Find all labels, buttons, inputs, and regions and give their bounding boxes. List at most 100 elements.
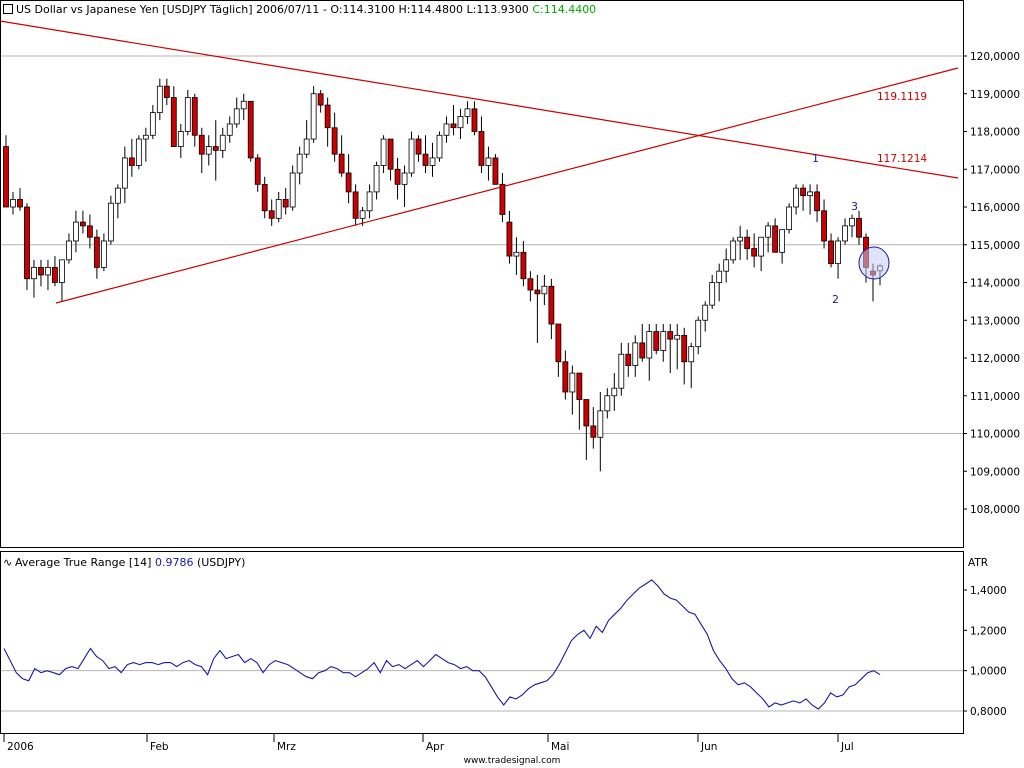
candle: [373, 165, 380, 193]
candle: [464, 108, 471, 117]
candle: [695, 319, 702, 348]
price-axis: 108,0000 109,0000 110,0000 111,0000 112,0000…: [963, 51, 1020, 516]
candle: [331, 127, 338, 155]
wave-label-2: 2: [832, 293, 839, 306]
candle: [394, 168, 401, 185]
price-tick-label: 117,0000: [970, 164, 1020, 176]
month-label: Mrz: [277, 741, 296, 753]
month-label: Jun: [700, 741, 717, 753]
candle: [583, 399, 590, 427]
candle: [457, 116, 464, 129]
atr-value: 0.9786: [154, 556, 194, 569]
trendline-label-rising: 119.1119: [877, 91, 927, 103]
atr-grid: [1, 670, 963, 712]
candle: [548, 285, 555, 325]
wave-label-1: 1: [812, 152, 819, 165]
price-chart-title: US Dollar vs Japanese Yen [USDJPY Täglic…: [16, 3, 529, 16]
candle: [93, 236, 100, 268]
candle: [632, 342, 639, 366]
candle: [688, 346, 695, 363]
candle: [380, 138, 387, 166]
price-tick-label: 113,0000: [970, 315, 1020, 327]
wave-label-3: 3: [851, 200, 858, 213]
candle: [807, 191, 813, 197]
candle: [653, 331, 660, 351]
candle: [716, 270, 723, 283]
candle: [646, 331, 653, 359]
candle: [170, 97, 177, 148]
candle: [401, 172, 408, 185]
candle: [31, 266, 37, 280]
candle: [702, 304, 709, 321]
price-tick-label: 112,0000: [970, 353, 1020, 365]
price-tick-label: 118,0000: [970, 127, 1020, 139]
candle: [758, 236, 765, 257]
candle: [45, 266, 51, 276]
lower-trendline: [55, 67, 959, 304]
candle: [121, 157, 128, 189]
candle: [135, 138, 142, 166]
candle: [478, 131, 485, 166]
candle: [149, 112, 156, 136]
candle: [87, 225, 93, 238]
candle: [639, 342, 646, 359]
candle: [485, 157, 492, 166]
candle: [66, 240, 72, 261]
atr-symbol: (USDJPY): [196, 556, 246, 569]
atr-axis: 0,8000 1,0000 1,2000 1,4000: [963, 585, 1007, 718]
candle: [415, 138, 422, 155]
candle: [856, 217, 862, 238]
candle: [268, 210, 275, 219]
candle: [835, 240, 841, 265]
candle: [674, 334, 681, 340]
candle: [205, 146, 212, 155]
candle: [681, 334, 688, 363]
atr-icon: ∿: [3, 556, 13, 569]
footer-watermark: www.tradesignal.com: [463, 756, 561, 766]
candle: [142, 134, 149, 140]
candle: [338, 153, 345, 174]
candle: [114, 187, 121, 204]
atr-axis-title: ATR: [968, 557, 988, 569]
candle: [191, 97, 198, 136]
candle: [667, 331, 674, 340]
candle: [541, 285, 548, 295]
candle: [765, 225, 772, 238]
price-tick-label: 108,0000: [970, 504, 1020, 516]
candle: [492, 157, 499, 185]
price-tick-label: 119,0000: [970, 89, 1020, 101]
atr-tick-label: 0,8000: [970, 706, 1007, 718]
candle: [611, 387, 618, 397]
candle: [422, 153, 429, 166]
month-label: Jul: [840, 741, 854, 753]
candle: [261, 183, 268, 212]
candle: [576, 372, 583, 400]
highlight-circle: [858, 246, 890, 280]
candle: [156, 85, 163, 114]
price-tick-label: 111,0000: [970, 391, 1020, 403]
price-tick-label: 116,0000: [970, 202, 1020, 214]
candle: [17, 199, 23, 208]
candle: [275, 199, 282, 219]
candle: [436, 134, 443, 159]
candle: [73, 221, 79, 242]
candle: [814, 191, 820, 212]
candle: [618, 353, 625, 389]
candle: [849, 217, 855, 227]
candle: [779, 229, 786, 253]
candle: [660, 331, 667, 351]
candle: [842, 225, 848, 242]
candle: [625, 353, 632, 366]
candle: [793, 187, 799, 208]
candle: [254, 157, 261, 185]
candle: [38, 266, 44, 276]
candle: [562, 361, 569, 393]
candle: [317, 93, 324, 106]
candle: [345, 172, 352, 193]
month-label: 2006: [7, 741, 34, 753]
candle: [569, 372, 576, 393]
price-tick-label: 110,0000: [970, 429, 1020, 441]
atr-panel-frame: [0, 551, 964, 734]
atr-series: [3, 579, 881, 710]
